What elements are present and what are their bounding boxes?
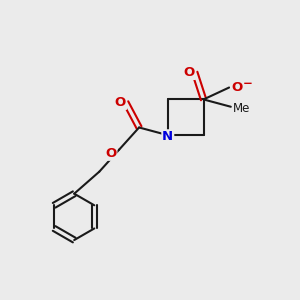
Text: O: O bbox=[184, 66, 195, 79]
Text: O: O bbox=[105, 147, 116, 160]
Text: O: O bbox=[115, 96, 126, 109]
Text: Me: Me bbox=[233, 102, 250, 115]
Text: N: N bbox=[162, 130, 173, 143]
Text: O: O bbox=[231, 81, 242, 94]
Text: −: − bbox=[243, 77, 253, 90]
